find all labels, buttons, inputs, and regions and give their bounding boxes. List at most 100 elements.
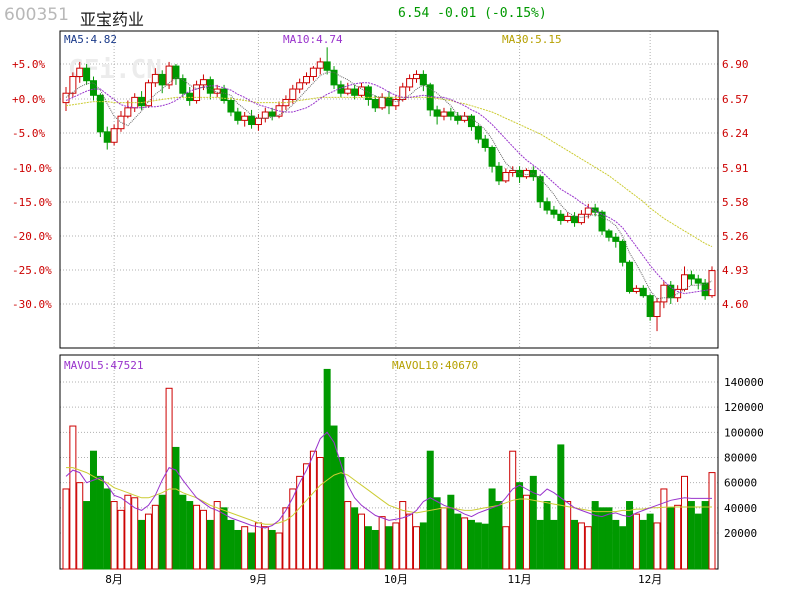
volume-bar-up xyxy=(193,504,201,570)
y-right-tick: 5.58 xyxy=(722,196,749,209)
candle-down xyxy=(351,88,359,96)
candle-up xyxy=(509,169,517,174)
candle-up xyxy=(522,169,530,178)
volume-bar-down xyxy=(385,526,393,570)
candle-up xyxy=(144,82,152,107)
candle-up xyxy=(151,73,159,84)
candle-down xyxy=(158,73,166,86)
x-month-label: 8月 xyxy=(105,573,123,586)
candle-down xyxy=(694,278,702,284)
candle-down xyxy=(248,115,256,126)
volume-bar-down xyxy=(248,532,256,570)
candle-down xyxy=(96,94,104,133)
candle-down xyxy=(447,111,455,117)
volume-bar-up xyxy=(681,475,689,570)
volume-bar-up xyxy=(62,488,70,570)
volume-bar-down xyxy=(591,501,599,570)
volume-bar-up xyxy=(344,501,352,570)
volume-bar-down xyxy=(605,507,613,570)
candle-down xyxy=(550,209,558,215)
y-right-tick: 6.57 xyxy=(722,93,749,106)
volume-bar-down xyxy=(364,526,372,570)
candle-up xyxy=(303,76,311,84)
y-right-tick: 6.90 xyxy=(722,58,749,71)
candle-down xyxy=(571,215,579,224)
candle-down xyxy=(234,111,242,121)
candle-up xyxy=(124,107,132,117)
volume-bar-up xyxy=(275,532,283,570)
volume-bar-down xyxy=(701,501,709,570)
volume-bar-down xyxy=(481,523,489,570)
y-right-tick: 5.26 xyxy=(722,230,749,243)
candle-up xyxy=(110,128,118,143)
volume-bar-down xyxy=(667,507,675,570)
candle-down xyxy=(481,138,489,148)
candle-up xyxy=(412,73,420,80)
volume-bar-down xyxy=(598,507,606,570)
legend-ma10: MA10:4.74 xyxy=(283,33,343,46)
volume-bar-down xyxy=(687,501,695,570)
y-right-tick: 4.93 xyxy=(722,264,749,277)
volume-bar-up xyxy=(289,488,297,570)
volume-bar-up xyxy=(316,457,324,570)
volume-tick: 100000 xyxy=(724,426,764,439)
mavol10-line xyxy=(66,467,712,525)
volume-bar-up xyxy=(502,526,510,570)
volume-tick: 80000 xyxy=(724,452,757,465)
volume-bar-down xyxy=(516,482,524,570)
volume-bar-down xyxy=(433,497,441,570)
y-left-tick: -10.0% xyxy=(12,162,52,175)
volume-bar-down xyxy=(234,529,242,570)
volume-bar-down xyxy=(96,475,104,570)
volume-bar-up xyxy=(392,522,400,570)
volume-bar-up xyxy=(254,522,262,570)
volume-bar-up xyxy=(76,482,84,570)
volume-bar-up xyxy=(131,497,139,570)
candle-down xyxy=(626,261,634,292)
volume-bar-up xyxy=(303,463,311,570)
candle-down xyxy=(364,86,372,100)
volume-bar-up xyxy=(584,526,592,570)
y-left-tick: +5.0% xyxy=(12,58,45,71)
volume-bar-up xyxy=(69,425,77,570)
volume-bar-down xyxy=(419,522,427,570)
candle-down xyxy=(646,295,654,318)
candle-up xyxy=(296,82,304,90)
volume-bar-up xyxy=(378,516,386,570)
volume-bar-down xyxy=(220,507,228,570)
volume-bar-down xyxy=(557,444,565,570)
volume-bar-up xyxy=(399,501,407,570)
candle-down xyxy=(83,67,91,82)
mavol5-line xyxy=(65,431,712,529)
candle-up xyxy=(440,111,448,117)
volume-bar-down xyxy=(268,529,276,570)
candle-up xyxy=(289,88,297,100)
legend-ma5: MA5:4.82 xyxy=(64,33,117,46)
candle-down xyxy=(701,282,709,297)
candle-down xyxy=(337,84,345,94)
volume-bar-down xyxy=(330,425,338,570)
candle-up xyxy=(76,67,84,78)
candle-up xyxy=(577,213,585,224)
candle-down xyxy=(186,92,194,102)
candle-up xyxy=(632,287,640,292)
volume-bar-down xyxy=(186,501,194,570)
volume-bar-up xyxy=(632,513,640,570)
candle-up xyxy=(399,86,407,100)
axes: +5.0% 6.90 +0.0% 6.57 -5.0% 6.24 -10.0% 5.91 -15… xyxy=(12,58,764,586)
volume-bar-up xyxy=(309,450,317,570)
candle-down xyxy=(557,213,565,222)
volume-bar-down xyxy=(626,501,634,570)
candle-down xyxy=(612,236,620,242)
volume-bar-up xyxy=(110,501,118,570)
y-left-tick: -5.0% xyxy=(12,127,45,140)
volume-bar-down xyxy=(447,494,455,570)
ma30-line xyxy=(65,96,713,248)
candle-up xyxy=(261,111,269,119)
volume-bar-up xyxy=(282,507,290,570)
volume-bar-up xyxy=(660,488,668,570)
candle-up xyxy=(653,301,661,318)
candle-up xyxy=(564,215,572,222)
volume-tick: 120000 xyxy=(724,401,764,414)
